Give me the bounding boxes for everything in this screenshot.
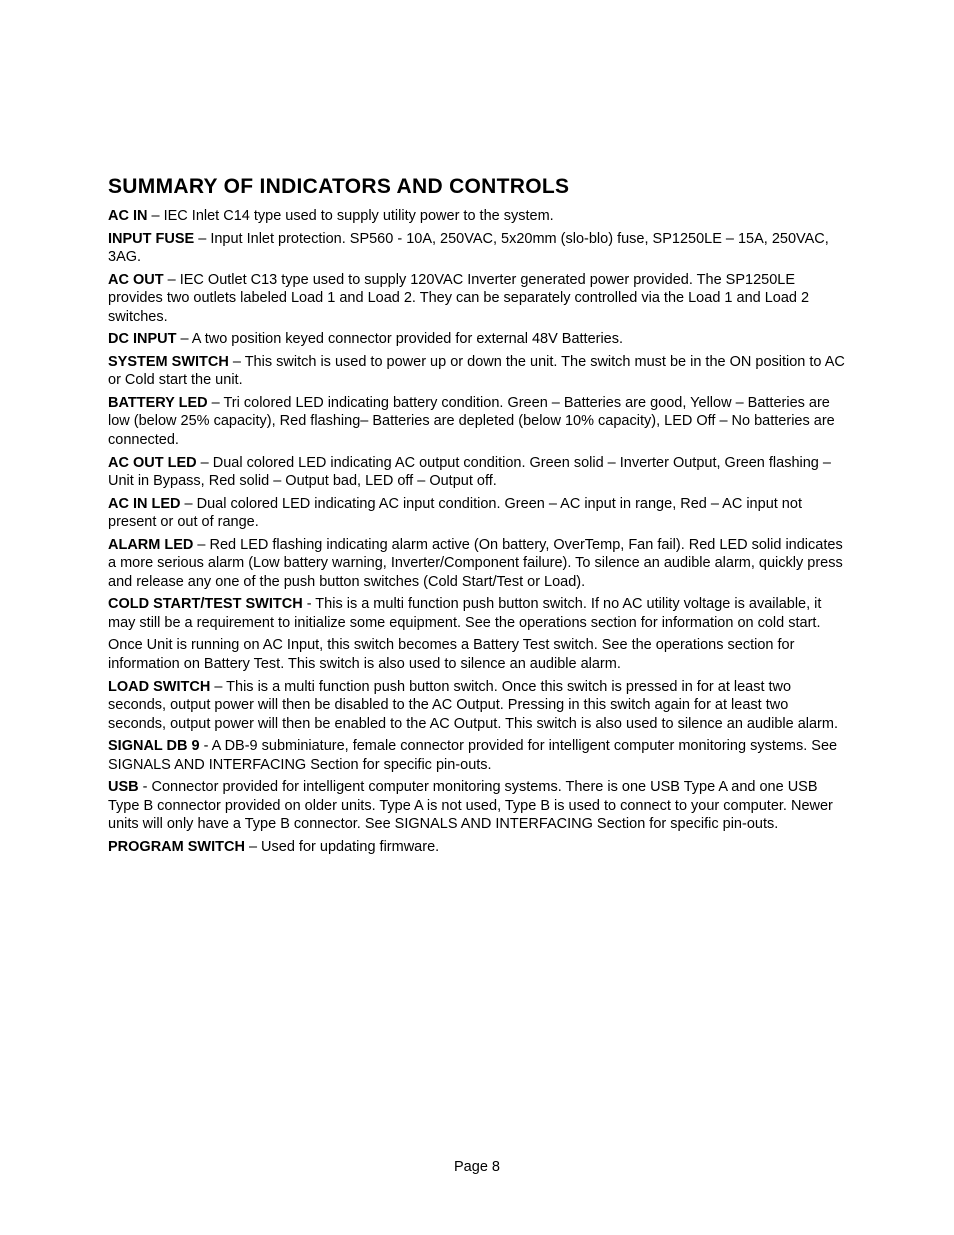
desc: – Used for updating firmware. <box>245 839 439 855</box>
term: BATTERY LED <box>108 395 208 411</box>
term: ALARM LED <box>108 537 193 553</box>
desc: – Dual colored LED indicating AC output … <box>108 455 831 490</box>
term: AC IN <box>108 208 147 224</box>
page-title: SUMMARY OF INDICATORS AND CONTROLS <box>108 175 846 199</box>
entry-program-switch: PROGRAM SWITCH – Used for updating firmw… <box>108 838 846 857</box>
entry-usb: USB - Connector provided for intelligent… <box>108 778 846 834</box>
desc: – This is a multi function push button s… <box>108 679 838 732</box>
entry-battery-led: BATTERY LED – Tri colored LED indicating… <box>108 394 846 450</box>
desc: – A two position keyed connector provide… <box>176 331 623 347</box>
term: SYSTEM SWITCH <box>108 354 229 370</box>
desc: Once Unit is running on AC Input, this s… <box>108 637 794 672</box>
entry-system-switch: SYSTEM SWITCH – This switch is used to p… <box>108 353 846 390</box>
term: PROGRAM SWITCH <box>108 839 245 855</box>
page-number: Page 8 <box>0 1159 954 1175</box>
entry-cold-start-cont: Once Unit is running on AC Input, this s… <box>108 636 846 673</box>
entry-ac-out-led: AC OUT LED – Dual colored LED indicating… <box>108 454 846 491</box>
term: AC OUT <box>108 272 164 288</box>
term: SIGNAL DB 9 <box>108 738 200 754</box>
desc: – IEC Inlet C14 type used to supply util… <box>147 208 553 224</box>
term: AC OUT LED <box>108 455 197 471</box>
term: AC IN LED <box>108 496 181 512</box>
entry-ac-in-led: AC IN LED – Dual colored LED indicating … <box>108 495 846 532</box>
desc: - Connector provided for intelligent com… <box>108 779 833 832</box>
term: USB <box>108 779 139 795</box>
desc: – Tri colored LED indicating battery con… <box>108 395 835 448</box>
term: COLD START/TEST SWITCH <box>108 596 303 612</box>
desc: – Input Inlet protection. SP560 - 10A, 2… <box>108 231 829 266</box>
term: DC INPUT <box>108 331 176 347</box>
entries-container: AC IN – IEC Inlet C14 type used to suppl… <box>108 207 846 857</box>
entry-input-fuse: INPUT FUSE – Input Inlet protection. SP5… <box>108 230 846 267</box>
entry-dc-input: DC INPUT – A two position keyed connecto… <box>108 330 846 349</box>
entry-signal-db9: SIGNAL DB 9 - A DB-9 subminiature, femal… <box>108 737 846 774</box>
entry-ac-in: AC IN – IEC Inlet C14 type used to suppl… <box>108 207 846 226</box>
desc: – Red LED flashing indicating alarm acti… <box>108 537 843 590</box>
term: LOAD SWITCH <box>108 679 210 695</box>
entry-load-switch: LOAD SWITCH – This is a multi function p… <box>108 678 846 734</box>
term: INPUT FUSE <box>108 231 194 247</box>
desc: – IEC Outlet C13 type used to supply 120… <box>108 272 809 325</box>
entry-cold-start: COLD START/TEST SWITCH - This is a multi… <box>108 595 846 632</box>
entry-alarm-led: ALARM LED – Red LED flashing indicating … <box>108 536 846 592</box>
desc: – Dual colored LED indicating AC input c… <box>108 496 802 531</box>
entry-ac-out: AC OUT – IEC Outlet C13 type used to sup… <box>108 271 846 327</box>
desc: - A DB-9 subminiature, female connector … <box>108 738 837 773</box>
